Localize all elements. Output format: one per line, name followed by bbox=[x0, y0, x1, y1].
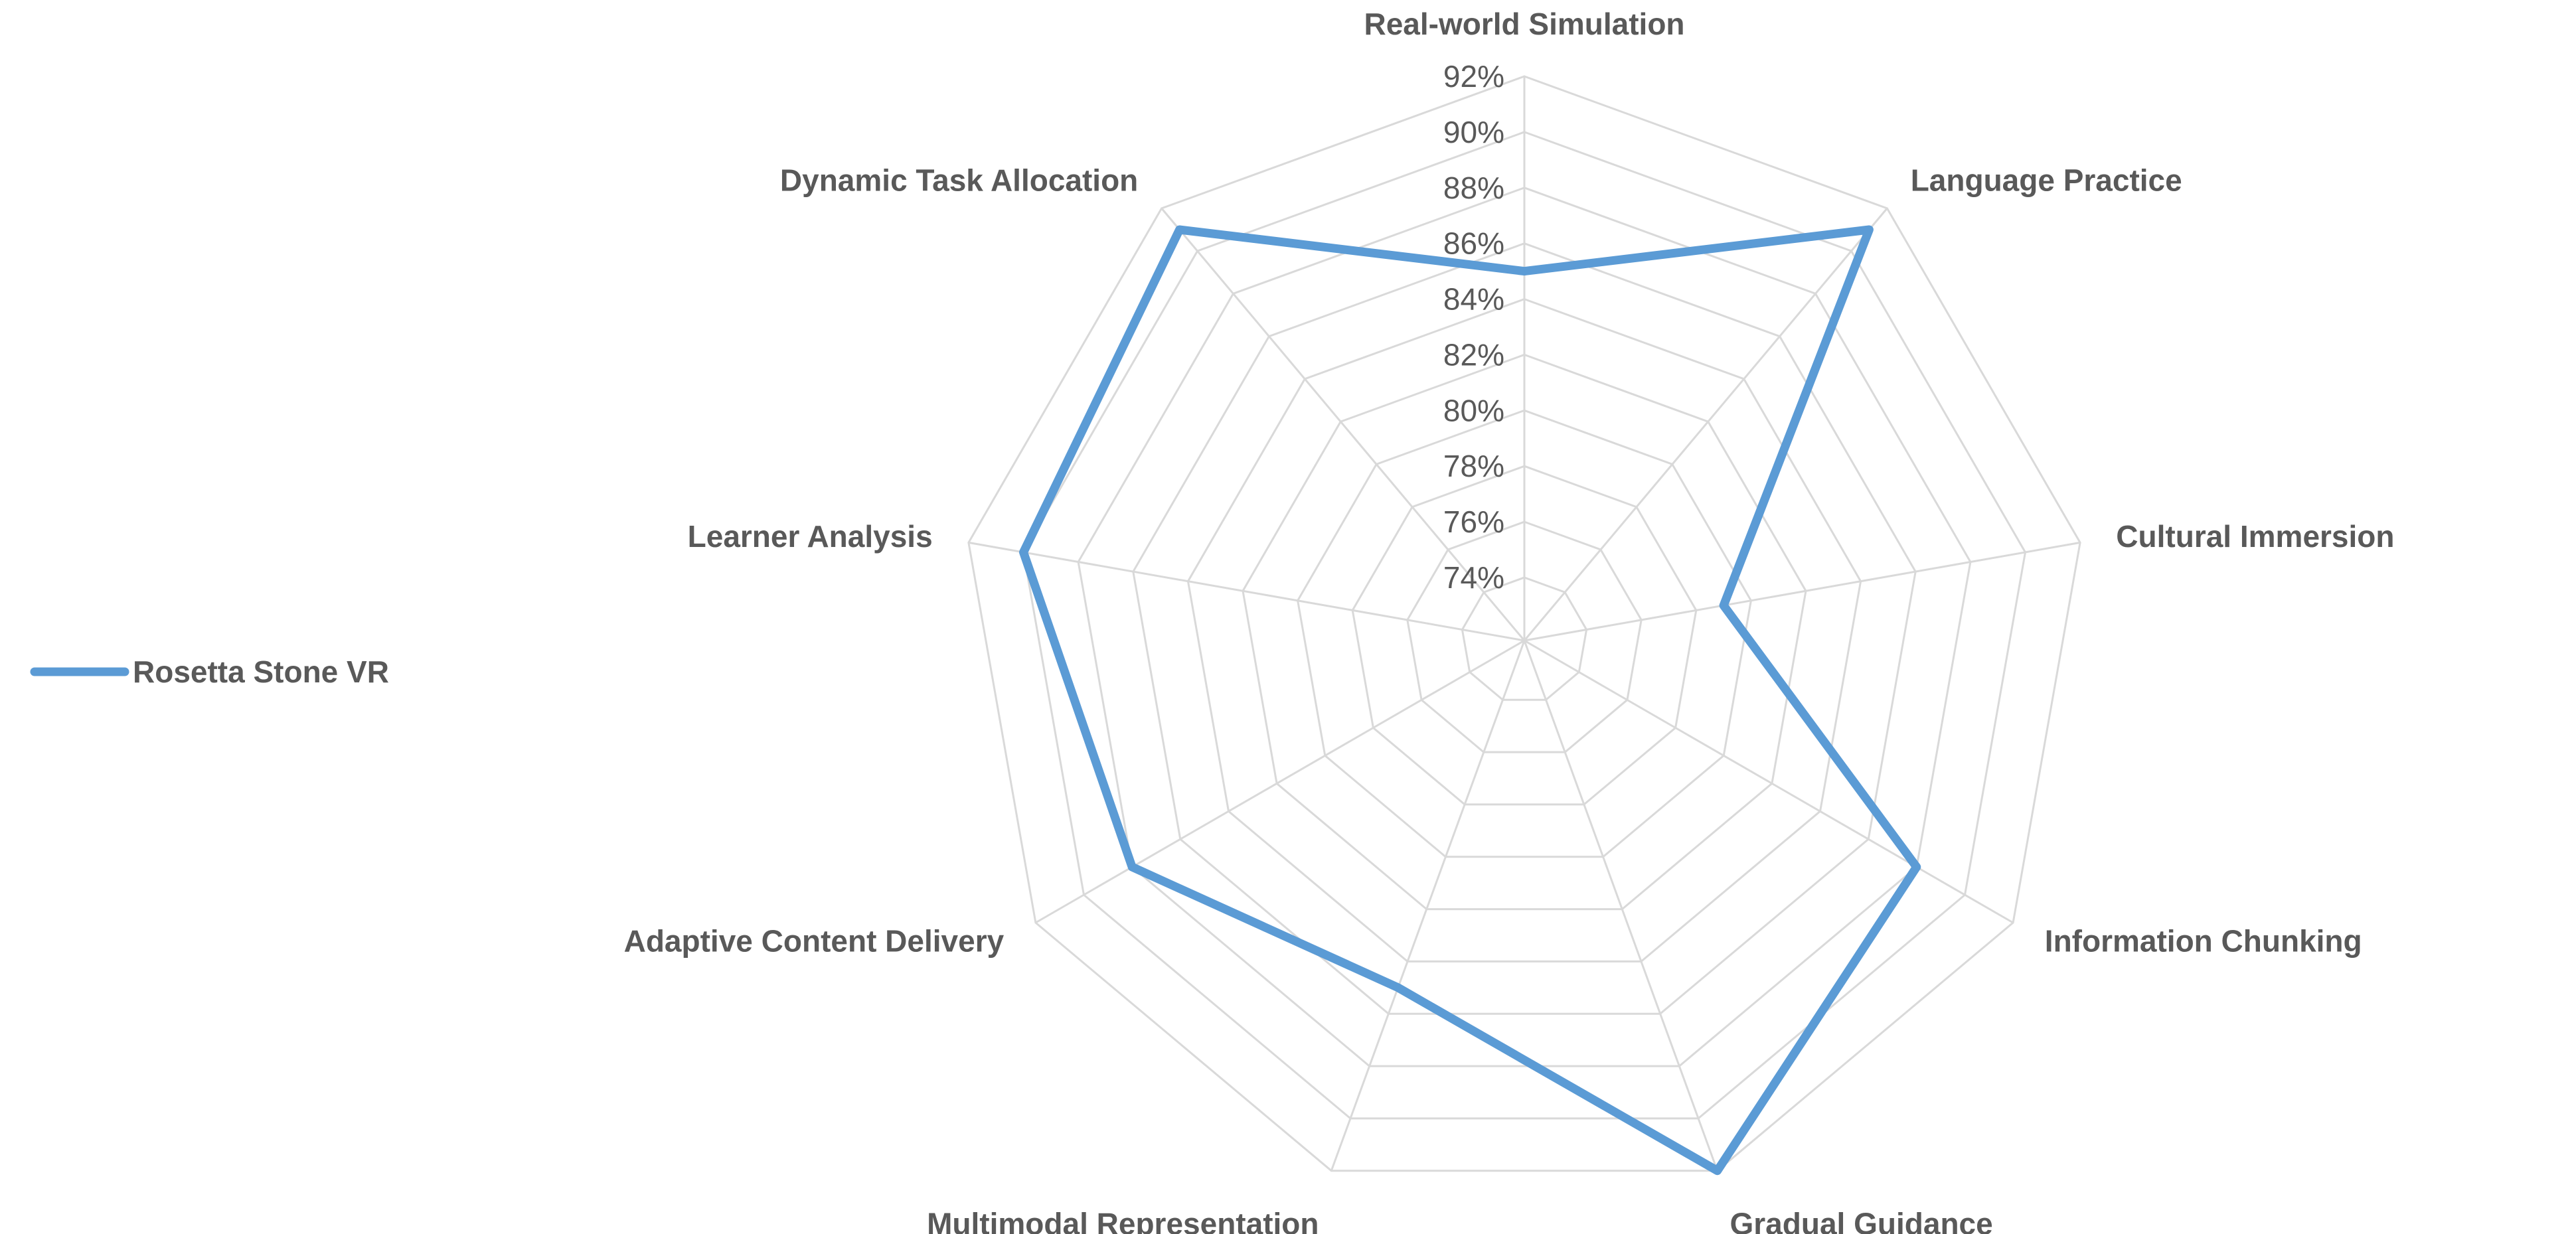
grid-ring-84 bbox=[1186, 298, 1862, 963]
spoke-adaptive-content-delivery bbox=[1035, 639, 1525, 924]
data-point-real-world-simulation bbox=[1524, 270, 1525, 272]
spoke-gradual-guidance bbox=[1523, 640, 1719, 1172]
tick-label-80: 80% bbox=[1443, 393, 1504, 427]
category-label-multimodal-representation: Multimodal Representation bbox=[927, 1206, 1319, 1234]
spoke-cultural-immersion bbox=[1524, 541, 2081, 642]
category-label-cultural-immersion: Cultural Immersion bbox=[2116, 519, 2394, 554]
spoke-information-chunking bbox=[1524, 639, 2014, 924]
category-label-real-world-simulation: Real-world Simulation bbox=[1364, 7, 1684, 41]
data-point-cultural-immersion bbox=[1723, 605, 1725, 607]
tick-label-74: 74% bbox=[1443, 560, 1504, 595]
grid-ring-78 bbox=[1351, 465, 1698, 806]
tick-label-88: 88% bbox=[1443, 171, 1504, 205]
grid-ring-76 bbox=[1406, 520, 1643, 753]
grid-ring-74 bbox=[1461, 576, 1588, 701]
tick-label-84: 84% bbox=[1443, 282, 1504, 317]
tick-label-92: 92% bbox=[1443, 59, 1504, 94]
data-point-dynamic-task-allocation bbox=[1178, 229, 1180, 230]
category-label-dynamic-task-allocation: Dynamic Task Allocation bbox=[780, 163, 1138, 198]
tick-label-78: 78% bbox=[1443, 449, 1504, 483]
category-label-language-practice: Language Practice bbox=[1911, 163, 2182, 198]
data-point-learner-analysis bbox=[1022, 552, 1024, 553]
grid-ring-90 bbox=[1022, 131, 2027, 1120]
category-label-adaptive-content-delivery: Adaptive Content Delivery bbox=[624, 924, 1005, 959]
tick-label-90: 90% bbox=[1443, 115, 1504, 149]
legend: Rosetta Stone VR bbox=[30, 655, 389, 689]
radar-grid bbox=[967, 75, 2081, 1172]
tick-label-86: 86% bbox=[1443, 226, 1504, 261]
category-label-learner-analysis: Learner Analysis bbox=[688, 519, 933, 554]
data-point-multimodal-representation bbox=[1397, 986, 1399, 988]
radial-tick-labels: 74% 76% 78% 80% 82% 84% 86% 88% 90% 92% bbox=[1443, 59, 1504, 595]
grid-ring-80 bbox=[1297, 409, 1752, 858]
tick-label-76: 76% bbox=[1443, 504, 1504, 539]
category-label-gradual-guidance: Gradual Guidance bbox=[1730, 1206, 1993, 1234]
series-layer bbox=[1019, 225, 1921, 1176]
grid-ring-88 bbox=[1077, 187, 1972, 1067]
grid-ring-82 bbox=[1242, 353, 1807, 911]
series-line-rosetta-stone-vr bbox=[1019, 225, 1921, 1176]
category-label-information-chunking: Information Chunking bbox=[2045, 924, 2362, 959]
spoke-dynamic-task-allocation bbox=[1161, 207, 1526, 641]
spoke-multimodal-representation bbox=[1330, 640, 1526, 1172]
data-point-adaptive-content-delivery bbox=[1131, 866, 1133, 868]
data-point-language-practice bbox=[1868, 229, 1870, 230]
tick-label-82: 82% bbox=[1443, 337, 1504, 372]
legend-label: Rosetta Stone VR bbox=[133, 655, 389, 689]
grid-ring-86 bbox=[1132, 242, 1917, 1015]
grid-ring-92 bbox=[967, 75, 2081, 1172]
spoke-learner-analysis bbox=[968, 541, 1525, 642]
category-labels: Real-world Simulation Language Practice Cu… bbox=[624, 7, 2395, 1234]
data-point-information-chunking bbox=[1915, 866, 1917, 868]
spoke-language-practice bbox=[1523, 207, 1888, 641]
data-point-gradual-guidance bbox=[1716, 1170, 1718, 1172]
